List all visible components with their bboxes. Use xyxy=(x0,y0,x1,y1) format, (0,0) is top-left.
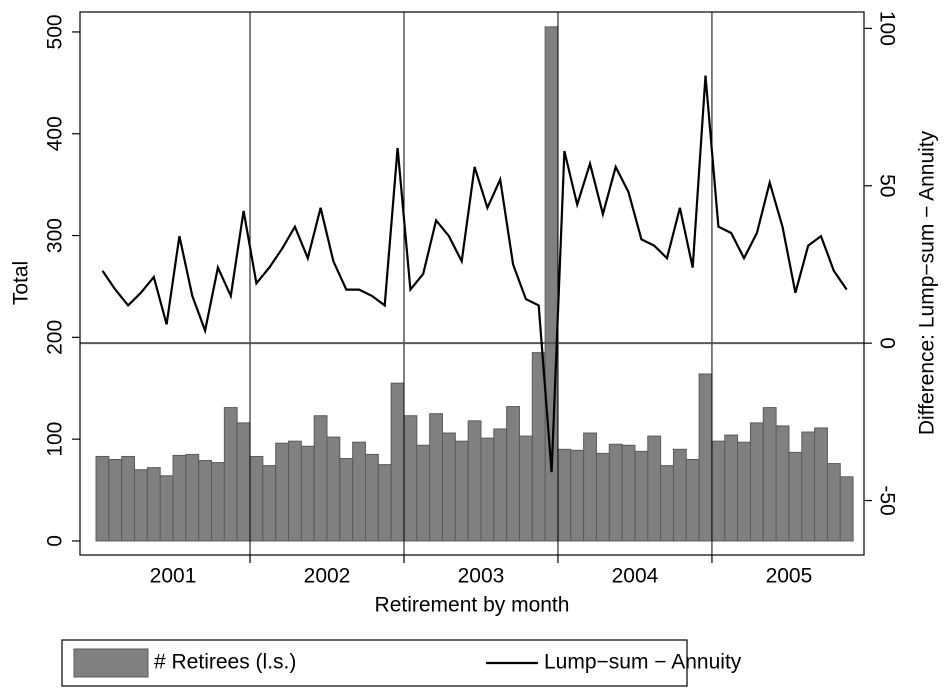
x-tick-label: 2002 xyxy=(304,565,351,588)
bar xyxy=(159,475,174,542)
bar xyxy=(621,444,636,542)
bar xyxy=(377,464,392,542)
bar xyxy=(429,413,443,542)
bar xyxy=(775,425,790,542)
legend-swatch xyxy=(73,648,149,678)
y-tick-label: 500 xyxy=(44,14,67,49)
bar xyxy=(403,415,418,542)
bar xyxy=(839,476,854,542)
bar xyxy=(801,431,816,542)
bar xyxy=(493,428,508,542)
x-tick-label: 2003 xyxy=(458,565,505,588)
bar xyxy=(416,444,431,542)
bar xyxy=(95,455,110,542)
bar xyxy=(275,442,290,542)
bar xyxy=(570,449,585,542)
y2-tick-label: 0 xyxy=(875,337,898,349)
bar xyxy=(249,455,264,542)
bar xyxy=(121,455,136,542)
bar xyxy=(724,434,739,542)
line xyxy=(101,75,848,473)
bar xyxy=(634,450,649,542)
bar xyxy=(467,420,482,542)
bar xyxy=(685,459,700,542)
y-tick-label: 200 xyxy=(44,320,67,355)
bar xyxy=(198,460,213,542)
bar xyxy=(339,457,354,542)
y2-axis-title: Difference: Lump−sum − Annuity xyxy=(916,130,939,435)
bar xyxy=(441,432,456,542)
bar xyxy=(300,445,315,542)
bar xyxy=(211,462,225,542)
bar xyxy=(352,441,366,542)
bar xyxy=(698,373,713,542)
bar xyxy=(185,453,200,542)
bar xyxy=(223,407,238,542)
bar xyxy=(737,441,751,542)
bar xyxy=(672,448,687,542)
bar xyxy=(595,452,610,542)
x-tick-label: 2005 xyxy=(766,565,813,588)
y-axis-title: Total xyxy=(10,261,33,305)
y-tick-label: 100 xyxy=(44,422,67,457)
bar xyxy=(531,352,546,542)
bar xyxy=(647,435,662,542)
bar xyxy=(711,440,726,542)
legend-box xyxy=(61,639,688,687)
bar xyxy=(313,415,328,542)
bar xyxy=(608,443,623,542)
bar xyxy=(326,436,341,542)
y-tick-label: 400 xyxy=(44,116,67,151)
bar xyxy=(749,422,764,542)
bar xyxy=(146,467,161,542)
y2-tick-label: 50 xyxy=(875,174,898,197)
bar xyxy=(788,451,803,542)
bar xyxy=(506,406,520,542)
bar xyxy=(236,422,251,542)
bar xyxy=(390,382,405,542)
bar xyxy=(660,465,674,542)
legend-label: Lump−sum − Annuity xyxy=(544,651,742,674)
bar xyxy=(814,427,828,542)
y-tick-label: 0 xyxy=(44,535,67,547)
bar xyxy=(288,440,302,542)
bar xyxy=(557,448,572,542)
y2-tick-label: -50 xyxy=(875,485,898,515)
bar xyxy=(108,459,123,542)
x-axis-title: Retirement by month xyxy=(375,594,570,617)
bar xyxy=(454,440,469,542)
bar xyxy=(262,465,277,542)
bar xyxy=(172,454,187,542)
bar xyxy=(480,437,495,542)
bar xyxy=(518,435,533,542)
x-tick-label: 2004 xyxy=(612,565,659,588)
legend-label: # Retirees (l.s.) xyxy=(154,651,296,674)
plot-frame xyxy=(79,11,865,556)
bar xyxy=(583,432,597,542)
y2-tick-label: 100 xyxy=(875,11,898,46)
bar xyxy=(762,407,777,542)
bar xyxy=(134,469,148,542)
bar xyxy=(364,453,379,542)
y-tick-label: 300 xyxy=(44,218,67,253)
bar xyxy=(826,463,841,542)
x-tick-label: 2001 xyxy=(150,565,197,588)
